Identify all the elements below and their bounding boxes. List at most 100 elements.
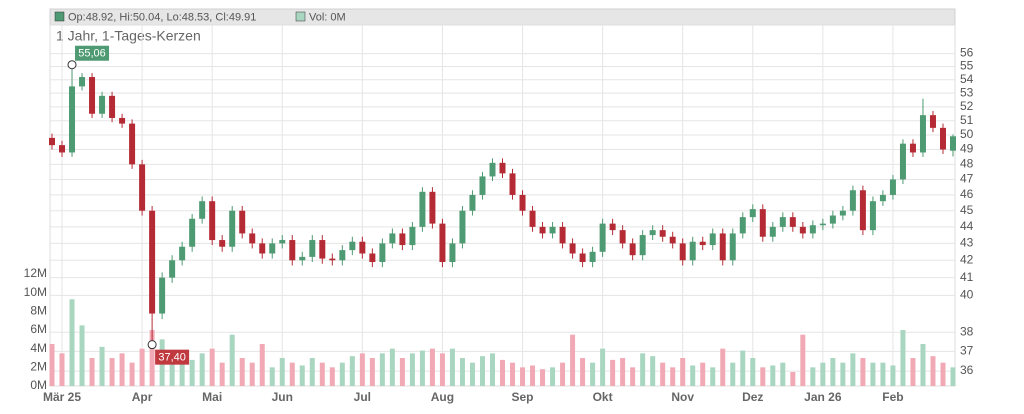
candle-body <box>539 226 546 234</box>
volume-bar <box>439 353 445 386</box>
extreme-label: 37,40 <box>158 352 186 364</box>
volume-tick-label: 0M <box>30 378 47 392</box>
volume-bar <box>59 353 65 386</box>
candle-body <box>729 233 736 261</box>
volume-bar <box>129 362 135 386</box>
candle-body <box>679 243 686 261</box>
candle-body <box>789 217 796 227</box>
volume-bar <box>109 358 115 386</box>
candle-body <box>429 191 436 224</box>
volume-legend-icon <box>295 11 306 22</box>
y-tick-label: 51 <box>960 113 974 127</box>
volume-bar <box>770 365 776 386</box>
y-tick-label: 41 <box>960 270 974 284</box>
candle-body <box>299 256 306 261</box>
candle-body <box>950 136 956 151</box>
volume-bar <box>690 365 696 386</box>
volume-bar <box>670 367 676 386</box>
candle-body <box>629 243 636 256</box>
x-tick-label: Mär 25 <box>43 390 81 404</box>
volume-bar <box>369 358 375 386</box>
volume-bar <box>189 359 195 386</box>
volume-bar <box>279 358 285 386</box>
volume-bar <box>840 362 846 386</box>
y-tick-label: 56 <box>960 46 974 60</box>
y-tick-label: 54 <box>960 72 974 86</box>
candle-body <box>759 209 766 237</box>
volume-bar <box>99 346 105 386</box>
candle-body <box>939 127 946 150</box>
volume-bar <box>239 358 245 386</box>
volume-tick-label: 2M <box>30 360 47 374</box>
y-tick-label: 40 <box>960 288 974 302</box>
volume-bar <box>179 358 185 386</box>
candle-body <box>699 241 706 246</box>
candle-body <box>249 233 256 244</box>
candle-body <box>49 137 55 146</box>
candle-body <box>239 210 246 234</box>
candle-body <box>69 86 76 153</box>
volume-bar <box>880 362 886 386</box>
x-tick-label: Jul <box>354 390 371 404</box>
volume-bar <box>269 367 275 386</box>
candle-body <box>229 210 236 247</box>
y-tick-label: 52 <box>960 99 974 113</box>
volume-bar <box>620 358 626 386</box>
volume-bar <box>940 362 946 386</box>
candle-body <box>669 236 676 244</box>
extreme-marker <box>67 60 77 70</box>
candle-body <box>219 240 226 247</box>
volume-bar <box>590 362 596 386</box>
candle-body <box>849 190 856 211</box>
volume-bar <box>640 353 646 386</box>
candle-body <box>139 164 146 211</box>
volume-bar <box>229 334 235 386</box>
candle-body <box>829 215 836 224</box>
volume-bar <box>630 367 636 386</box>
candle-body <box>449 243 456 263</box>
volume-bar <box>389 348 395 386</box>
y-tick-label: 49 <box>960 142 974 156</box>
volume-bar <box>459 358 465 386</box>
volume-bar <box>209 348 215 386</box>
candle-body <box>309 240 316 257</box>
volume-bar <box>680 358 686 386</box>
volume-bar <box>119 353 125 386</box>
volume-legend: Vol: 0M <box>309 11 346 23</box>
x-tick-label: Okt <box>593 390 613 404</box>
volume-bar <box>650 356 656 386</box>
candle-body <box>329 258 336 261</box>
y-tick-label: 37 <box>960 344 974 358</box>
volume-bar <box>399 358 405 386</box>
volume-bar <box>89 358 95 386</box>
candle-body <box>599 223 606 252</box>
volume-tick-label: 4M <box>30 341 47 355</box>
extreme-label: 55,06 <box>78 48 106 60</box>
volume-bar <box>740 350 746 386</box>
extreme-label-box <box>75 45 110 61</box>
candle-body <box>559 226 566 244</box>
volume-bar <box>930 356 936 386</box>
volume-bar <box>920 344 926 386</box>
volume-bar <box>139 348 145 386</box>
candle-body <box>529 210 536 227</box>
volume-bar <box>910 358 916 386</box>
volume-bar <box>199 353 205 386</box>
volume-bar <box>299 365 305 386</box>
candle-body <box>459 210 466 244</box>
candle-body <box>639 235 646 256</box>
candle-body <box>869 201 876 231</box>
candle-body <box>469 194 476 211</box>
volume-bar <box>359 353 365 386</box>
volume-bar <box>800 334 806 386</box>
volume-bar <box>79 325 85 386</box>
x-tick-label: Jun <box>272 390 293 404</box>
y-tick-label: 46 <box>960 187 974 201</box>
volume-tick-label: 10M <box>24 285 47 299</box>
volume-bar <box>69 299 75 386</box>
candle-body <box>879 194 886 202</box>
candle-body <box>169 260 176 278</box>
volume-bar <box>169 353 175 386</box>
y-tick-label: 36 <box>960 363 974 377</box>
volume-bar <box>530 365 536 386</box>
